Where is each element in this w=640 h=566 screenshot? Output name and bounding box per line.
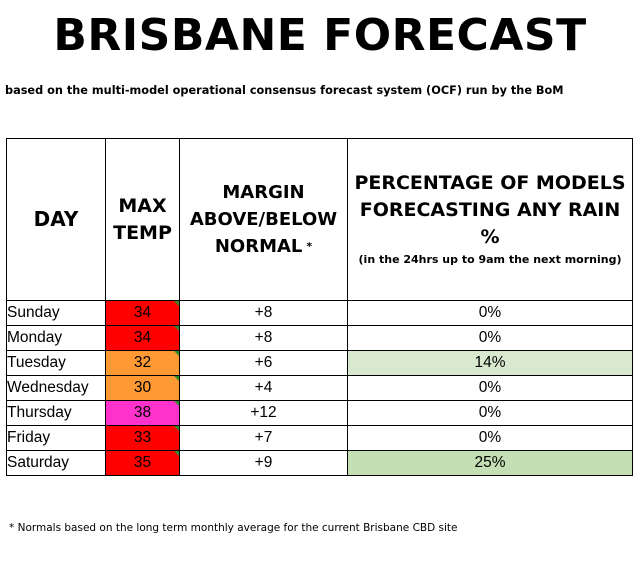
comment-indicator-icon bbox=[174, 301, 179, 306]
header-max-line1: MAX bbox=[118, 194, 167, 217]
cell-rain-percentage: 0% bbox=[347, 375, 633, 401]
cell-max-temp: 30 bbox=[105, 375, 180, 401]
cell-margin: +7 bbox=[179, 425, 348, 451]
comment-indicator-icon bbox=[174, 351, 179, 356]
table-row: Sunday 34 +8 0% bbox=[6, 300, 633, 326]
header-margin-asterisk: * bbox=[306, 240, 313, 254]
header-rain-percentage: PERCENTAGE OF MODELS FORECASTING ANY RAI… bbox=[347, 138, 633, 301]
cell-rain-percentage: 25% bbox=[347, 450, 633, 476]
max-temp-value: 30 bbox=[133, 379, 152, 396]
cell-rain-percentage: 0% bbox=[347, 425, 633, 451]
comment-indicator-icon bbox=[174, 451, 179, 456]
table-row: Thursday 38 +12 0% bbox=[6, 400, 633, 426]
table-row: Wednesday 30 +4 0% bbox=[6, 375, 633, 401]
cell-day: Sunday bbox=[6, 300, 106, 326]
header-day: DAY bbox=[6, 138, 106, 301]
header-pct-line2: FORECASTING ANY RAIN % bbox=[359, 199, 621, 248]
header-pct-line1: PERCENTAGE OF MODELS bbox=[354, 172, 626, 194]
header-margin-line2: ABOVE/BELOW bbox=[189, 208, 338, 230]
cell-max-temp: 33 bbox=[105, 425, 180, 451]
max-temp-value: 35 bbox=[133, 454, 152, 471]
cell-day: Friday bbox=[6, 425, 106, 451]
cell-rain-percentage: 0% bbox=[347, 400, 633, 426]
max-temp-value: 38 bbox=[133, 404, 152, 421]
cell-max-temp: 35 bbox=[105, 450, 180, 476]
table-row: Saturday 35 +9 25% bbox=[6, 450, 633, 476]
header-pct-note: (in the 24hrs up to 9am the next morning… bbox=[358, 253, 622, 266]
table-row: Monday 34 +8 0% bbox=[6, 325, 633, 351]
cell-max-temp: 32 bbox=[105, 350, 180, 376]
forecast-table: DAY MAX TEMP MARGIN ABOVE/BELOW NORMAL * … bbox=[6, 138, 633, 476]
max-temp-value: 32 bbox=[133, 354, 152, 371]
header-margin-line1: MARGIN bbox=[222, 181, 305, 203]
table-row: Tuesday 32 +6 14% bbox=[6, 350, 633, 376]
comment-indicator-icon bbox=[174, 426, 179, 431]
max-temp-value: 34 bbox=[133, 304, 152, 321]
cell-rain-percentage: 0% bbox=[347, 300, 633, 326]
cell-day: Wednesday bbox=[6, 375, 106, 401]
cell-day: Monday bbox=[6, 325, 106, 351]
cell-day: Saturday bbox=[6, 450, 106, 476]
page-title: BRISBANE FORECAST bbox=[53, 10, 587, 61]
table-header-row: DAY MAX TEMP MARGIN ABOVE/BELOW NORMAL * … bbox=[6, 138, 633, 301]
cell-day: Tuesday bbox=[6, 350, 106, 376]
comment-indicator-icon bbox=[174, 376, 179, 381]
footnote: * Normals based on the long term monthly… bbox=[9, 522, 458, 534]
header-margin-line3: NORMAL bbox=[214, 235, 303, 257]
cell-margin: +12 bbox=[179, 400, 348, 426]
cell-rain-percentage: 0% bbox=[347, 325, 633, 351]
cell-max-temp: 34 bbox=[105, 300, 180, 326]
max-temp-value: 33 bbox=[133, 429, 152, 446]
page-subtitle: based on the multi-model operational con… bbox=[5, 84, 564, 97]
cell-rain-percentage: 14% bbox=[347, 350, 633, 376]
cell-max-temp: 34 bbox=[105, 325, 180, 351]
header-margin: MARGIN ABOVE/BELOW NORMAL * bbox=[179, 138, 348, 301]
cell-day: Thursday bbox=[6, 400, 106, 426]
cell-margin: +8 bbox=[179, 300, 348, 326]
header-max-line2: TEMP bbox=[113, 221, 172, 244]
cell-margin: +6 bbox=[179, 350, 348, 376]
cell-margin: +4 bbox=[179, 375, 348, 401]
comment-indicator-icon bbox=[174, 326, 179, 331]
cell-margin: +9 bbox=[179, 450, 348, 476]
table-row: Friday 33 +7 0% bbox=[6, 425, 633, 451]
max-temp-value: 34 bbox=[133, 329, 152, 346]
cell-margin: +8 bbox=[179, 325, 348, 351]
header-max-temp: MAX TEMP bbox=[105, 138, 180, 301]
comment-indicator-icon bbox=[174, 401, 179, 406]
cell-max-temp: 38 bbox=[105, 400, 180, 426]
